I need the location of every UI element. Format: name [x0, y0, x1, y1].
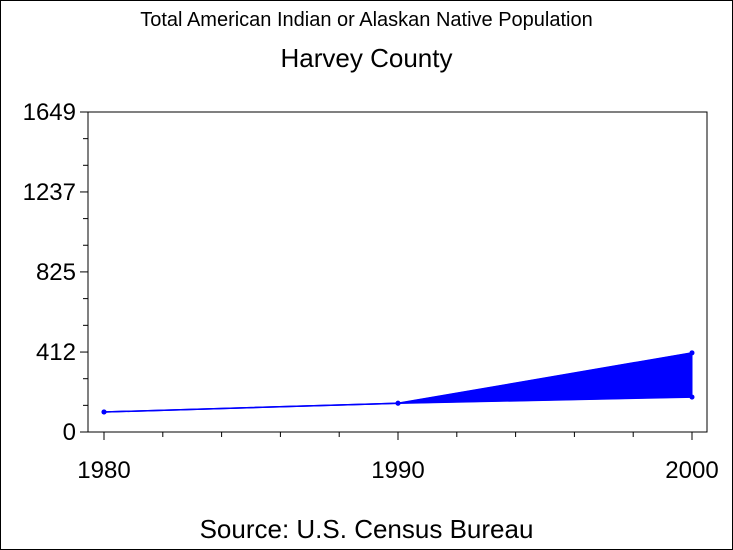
x-tick-label: 2000: [665, 457, 718, 484]
chart-subtitle: Harvey County: [280, 43, 453, 73]
data-point: [689, 394, 695, 400]
y-tick-label: 1649: [23, 99, 76, 126]
y-tick-label: 825: [36, 259, 76, 286]
data-point: [689, 350, 695, 356]
chart-marks: [101, 350, 695, 415]
data-point: [395, 400, 401, 406]
data-point: [101, 409, 107, 415]
chart-title: Total American Indian or Alaskan Native …: [140, 9, 593, 31]
chart-source-note: Source: U.S. Census Bureau: [199, 514, 534, 544]
y-tick-label: 412: [36, 339, 76, 366]
y-tick-label: 1237: [23, 179, 76, 206]
y-tick-label: 0: [63, 419, 76, 446]
x-tick-label: 1990: [371, 457, 424, 484]
axes: 0 412 825 1237 1649 1980 1990 2000: [23, 99, 719, 484]
x-tick-label: 1980: [77, 457, 130, 484]
